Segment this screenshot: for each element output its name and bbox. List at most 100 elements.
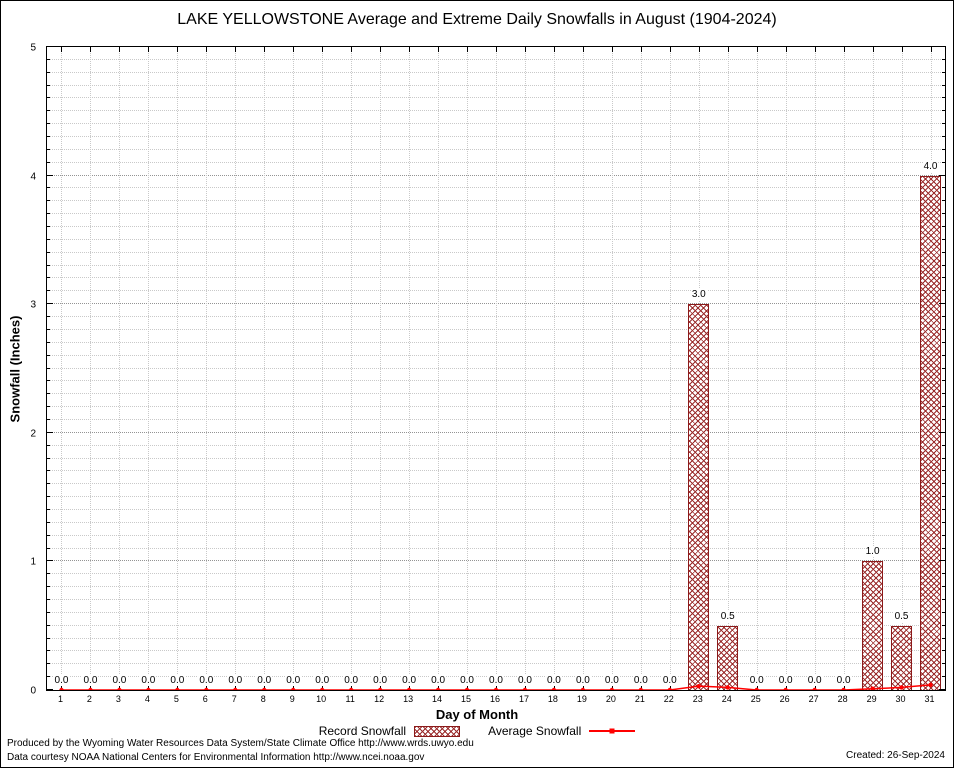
y-tick — [47, 341, 50, 343]
y-tick — [942, 200, 945, 202]
y-tick — [942, 367, 945, 369]
x-tick — [264, 47, 266, 52]
y-axis-tick-label: 1 — [30, 556, 36, 568]
average-snowfall-swatch — [589, 726, 636, 737]
credit-line-2: Data courtesy NOAA National Centers for … — [7, 752, 425, 763]
y-tick — [47, 238, 50, 240]
y-tick — [942, 97, 945, 99]
y-tick — [942, 534, 945, 536]
x-axis-tick-label: 29 — [866, 694, 877, 704]
y-tick — [47, 534, 50, 536]
y-tick — [47, 354, 50, 356]
y-tick — [942, 251, 945, 253]
y-tick — [942, 586, 945, 588]
x-axis-tick-label: 23 — [692, 694, 703, 704]
bar-value-label: 0.0 — [661, 675, 678, 686]
gridline-vertical — [611, 47, 613, 690]
y-tick — [942, 161, 945, 163]
y-tick — [942, 573, 945, 575]
gridline-vertical — [727, 47, 729, 690]
y-tick — [942, 58, 945, 60]
y-tick — [47, 71, 50, 73]
y-tick — [939, 174, 945, 176]
y-tick — [942, 187, 945, 189]
x-axis-tick-labels: 1 2 3 4 5 6 7 8 9 10 11 12 13 14 15 16 17 18 19 20 21 22 23 24 2… — [46, 694, 946, 706]
bar-value-label: 0.0 — [53, 675, 70, 686]
y-tick — [942, 110, 945, 112]
gridline-vertical — [467, 47, 469, 690]
y-tick — [942, 264, 945, 266]
x-axis-tick-label: 2 — [86, 694, 92, 704]
y-tick — [47, 431, 53, 433]
bar-value-label: 0.0 — [169, 675, 186, 686]
x-tick — [496, 47, 497, 52]
y-tick — [942, 418, 945, 420]
x-tick — [467, 47, 469, 52]
gridline-vertical — [438, 47, 440, 690]
x-axis-tick-label: 30 — [895, 694, 906, 704]
y-axis-tick-label: 2 — [30, 428, 36, 440]
record-snowfall-bar — [688, 304, 710, 690]
bar-value-label: 0.0 — [82, 675, 99, 686]
gridline-vertical — [872, 47, 874, 690]
legend-line-marker — [609, 728, 615, 734]
chart-title: LAKE YELLOWSTONE Average and Extreme Dai… — [177, 11, 777, 28]
y-tick — [47, 470, 50, 472]
bar-value-label: 0.0 — [806, 675, 823, 686]
y-tick — [939, 303, 945, 305]
gridline-vertical — [148, 47, 150, 690]
y-tick — [942, 380, 945, 382]
x-axis-title: Day of Month — [435, 707, 519, 722]
y-tick — [942, 496, 945, 498]
bar-value-label: 4.0 — [922, 160, 939, 172]
gridline-vertical — [235, 47, 237, 690]
y-tick — [942, 136, 945, 138]
y-tick — [942, 213, 945, 215]
x-axis-tick-label: 13 — [403, 694, 414, 704]
x-tick — [553, 47, 555, 52]
bar-value-label: 0.0 — [111, 675, 128, 686]
bar-value-label: 0.0 — [545, 675, 562, 686]
gridline-vertical — [61, 47, 63, 690]
y-tick — [942, 123, 945, 125]
y-tick — [47, 303, 53, 305]
x-axis-tick-label: 1 — [57, 694, 63, 704]
x-axis-tick-label: 28 — [837, 694, 848, 704]
y-tick — [47, 226, 50, 228]
record-snowfall-bar — [920, 175, 941, 690]
y-tick — [942, 547, 945, 549]
x-axis-tick-label: 16 — [489, 694, 501, 704]
y-tick — [47, 586, 50, 588]
x-tick — [727, 47, 729, 52]
gridline-vertical — [814, 47, 816, 690]
gridline-vertical — [785, 47, 787, 690]
y-tick — [942, 277, 945, 279]
y-tick — [939, 689, 945, 690]
y-tick — [47, 97, 50, 99]
y-tick — [942, 328, 945, 330]
y-tick — [939, 431, 945, 433]
y-tick — [47, 161, 50, 163]
x-axis-tick-label: 17 — [518, 694, 529, 704]
y-tick — [47, 689, 53, 690]
y-tick — [942, 406, 945, 408]
gridline-vertical — [322, 47, 324, 690]
gridline-vertical — [177, 47, 179, 690]
bar-value-label: 0.0 — [777, 675, 794, 686]
y-tick — [47, 123, 50, 125]
gridline-vertical — [553, 47, 555, 690]
x-axis-tick-label: 10 — [316, 694, 327, 704]
gridline-vertical — [293, 47, 295, 690]
y-tick — [47, 406, 50, 408]
gridline-vertical — [640, 47, 642, 690]
y-tick — [942, 483, 945, 485]
y-tick — [942, 663, 945, 665]
bar-value-label: 0.0 — [517, 675, 533, 686]
y-tick — [942, 457, 945, 459]
bar-value-label: 0.5 — [719, 610, 736, 622]
x-axis-tick-label: 14 — [432, 694, 443, 704]
y-tick — [942, 676, 945, 678]
x-axis-tick-label: 9 — [289, 694, 295, 704]
y-tick — [47, 277, 50, 279]
